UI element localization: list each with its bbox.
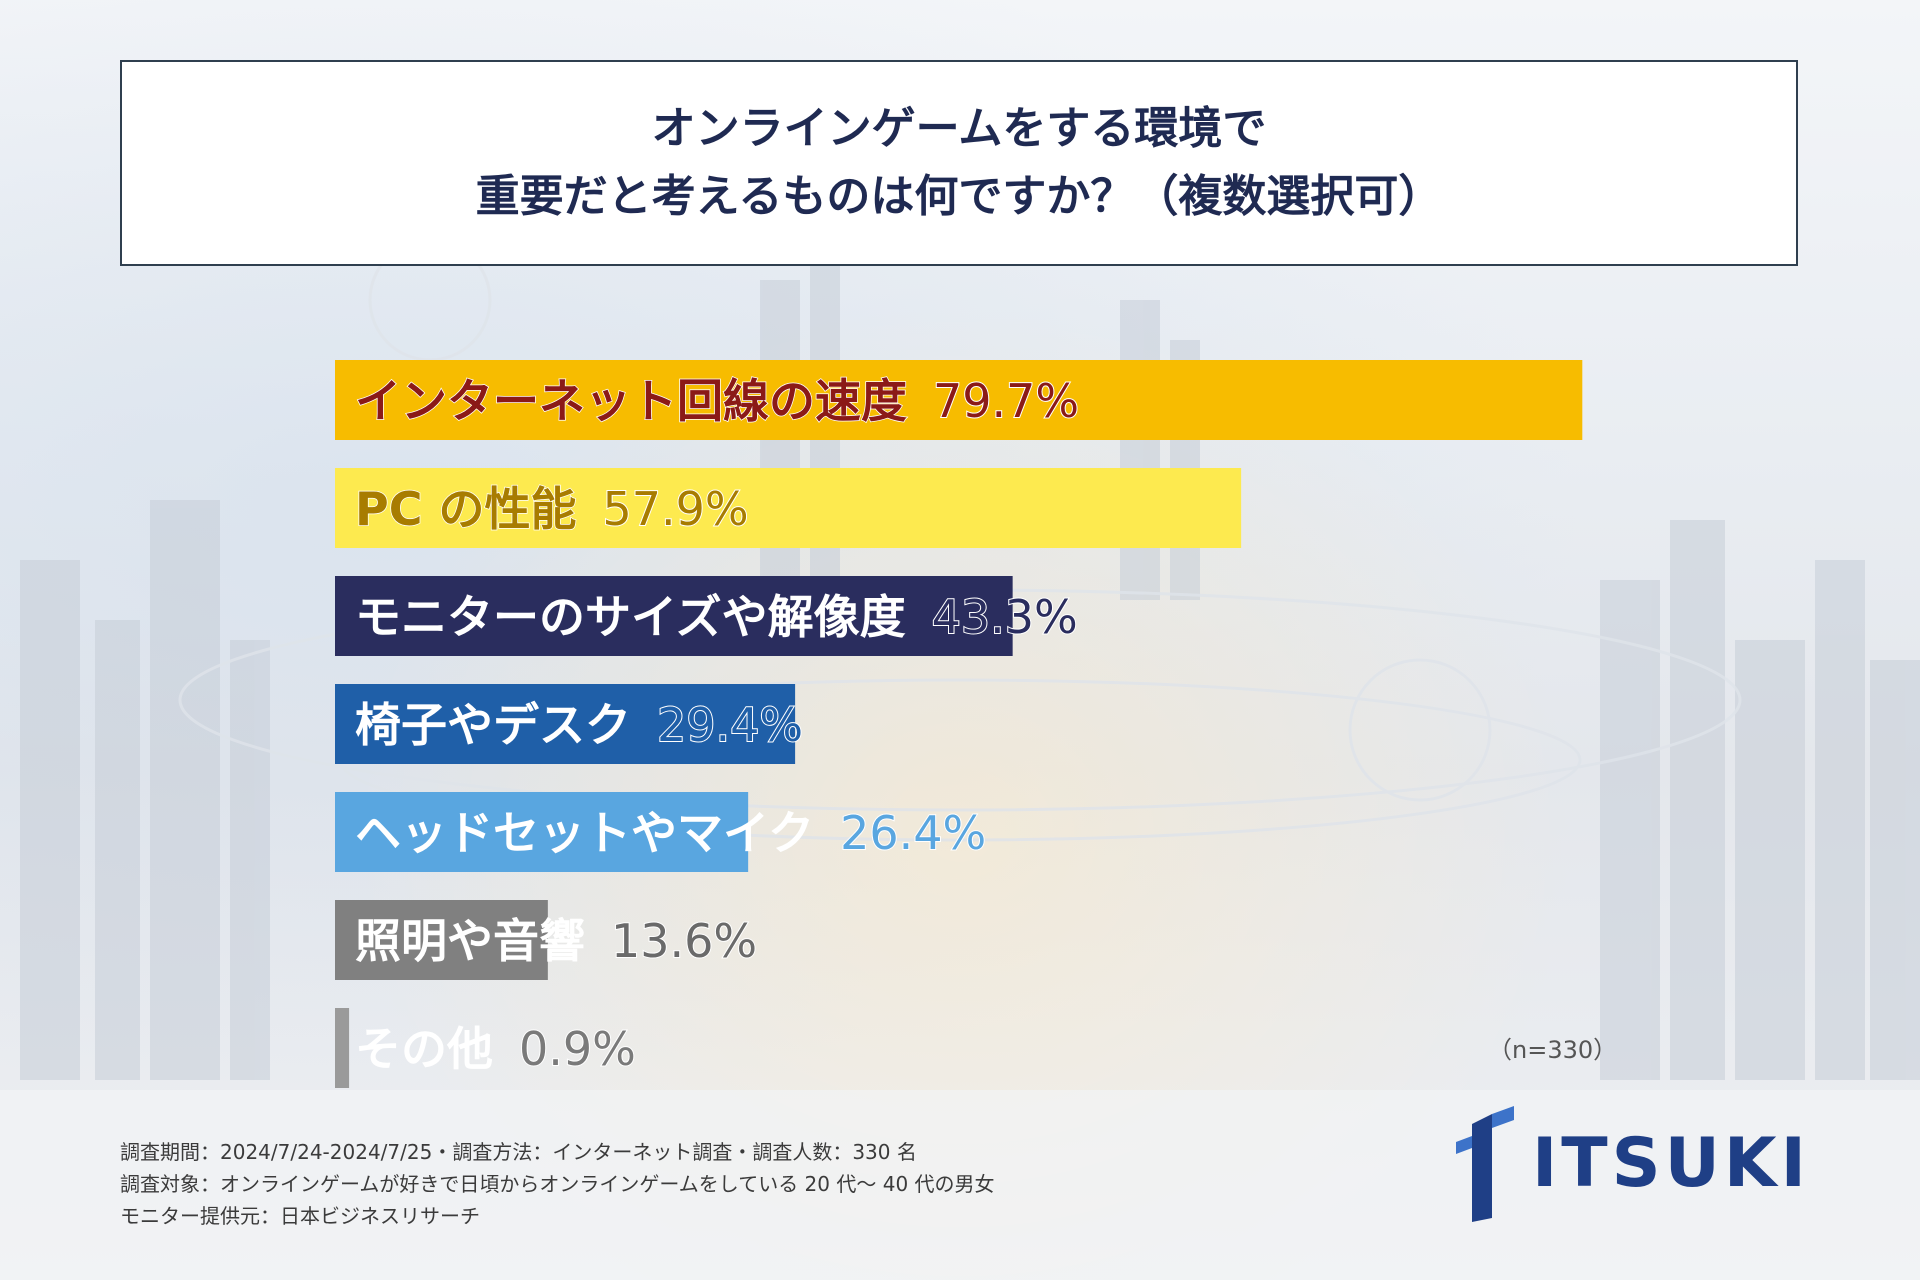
category-label-4: ヘッドセットやマイク	[355, 806, 814, 860]
bar-4	[335, 792, 749, 872]
bar-label-5: 照明や音響 13.6%	[355, 914, 757, 968]
bar-3	[335, 684, 796, 764]
value-label-0: 79.7%	[933, 374, 1079, 428]
category-label-5: 照明や音響	[355, 914, 585, 968]
bar-label-6: その他 0.9%	[355, 1022, 636, 1076]
itsuki-logo: ITSUKI	[1452, 1098, 1812, 1228]
value-label-5: 13.6%	[611, 914, 757, 968]
chart-title-line1: オンラインゲームをする環境で	[651, 103, 1267, 154]
bar-label-0: インターネット回線の速度 79.7%	[355, 374, 1079, 428]
category-label-2: モニターのサイズや解像度	[355, 590, 906, 644]
logo-text: ITSUKI	[1532, 1124, 1810, 1203]
bar-label-4: ヘッドセットやマイク 26.4%	[355, 806, 986, 860]
chart-title-line2: 重要だと考えるものは何ですか？（複数選択可）	[475, 171, 1443, 222]
value-label-6: 0.9%	[519, 1022, 636, 1076]
bar-6	[335, 1008, 350, 1088]
category-label-0: インターネット回線の速度	[355, 374, 907, 428]
value-label-2: 43.3%	[932, 590, 1078, 644]
bar-2	[335, 576, 1013, 656]
survey-footer: 調査期間：2024/7/24-2024/7/25・調査方法：インターネット調査・…	[120, 1136, 995, 1232]
title-box: オンラインゲームをする環境で 重要だと考えるものは何ですか？（複数選択可）	[120, 60, 1798, 266]
value-label-3: 29.4%	[657, 698, 803, 752]
footer-line1: 調査期間：2024/7/24-2024/7/25・調査方法：インターネット調査・…	[120, 1140, 917, 1164]
category-label-6: その他	[355, 1022, 493, 1076]
footer-line3: モニター提供元：日本ビジネスリサーチ	[120, 1204, 480, 1228]
bar-1	[335, 468, 1242, 548]
sample-size-label: （n=330）	[1488, 1036, 1618, 1064]
value-label-4: 26.4%	[840, 806, 986, 860]
footer-line2: 調査対象：オンラインゲームが好きで日頃からオンラインゲームをしている 20 代〜…	[120, 1172, 995, 1196]
bar-label-1: PC の性能 57.9%	[355, 482, 749, 536]
category-label-3: 椅子やデスク	[355, 698, 631, 752]
bar-label-2: モニターのサイズや解像度 43.3%	[355, 590, 1078, 644]
logo-mark-icon	[1456, 1106, 1514, 1222]
category-label-1: PC の性能	[355, 482, 577, 536]
bar-5	[335, 900, 548, 980]
bar-label-3: 椅子やデスク 29.4%	[355, 698, 803, 752]
value-label-1: 57.9%	[603, 482, 749, 536]
bar-0	[335, 360, 1583, 440]
